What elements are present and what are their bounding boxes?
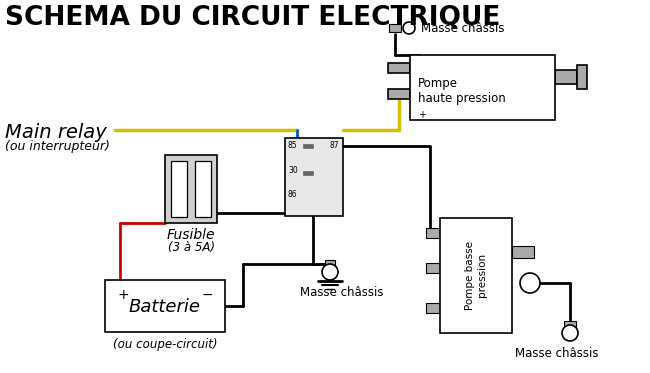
Text: SCHEMA DU CIRCUIT ELECTRIQUE: SCHEMA DU CIRCUIT ELECTRIQUE <box>5 5 500 31</box>
Text: (ou interrupteur): (ou interrupteur) <box>5 140 110 153</box>
Bar <box>426 228 440 238</box>
Bar <box>440 218 512 333</box>
Bar <box>303 171 313 175</box>
Bar <box>564 321 576 333</box>
Circle shape <box>322 264 338 280</box>
Text: Pompe
haute pression: Pompe haute pression <box>418 77 506 105</box>
Text: (3 à 5A): (3 à 5A) <box>168 241 215 254</box>
Text: Masse châssis: Masse châssis <box>300 286 384 299</box>
Bar <box>303 144 313 148</box>
Circle shape <box>403 22 415 34</box>
Text: Batterie: Batterie <box>129 298 201 316</box>
Bar <box>389 24 401 32</box>
Bar <box>388 63 410 73</box>
Bar <box>426 263 440 273</box>
Text: 87: 87 <box>330 141 339 150</box>
Text: 85: 85 <box>288 141 298 150</box>
Bar <box>165 155 217 223</box>
Bar <box>325 260 335 272</box>
Bar <box>285 138 343 216</box>
Circle shape <box>562 325 578 341</box>
Text: Masse châssis: Masse châssis <box>515 347 599 360</box>
Text: +: + <box>418 110 426 120</box>
Bar <box>105 280 225 332</box>
Bar <box>410 55 555 120</box>
Circle shape <box>520 273 540 293</box>
Text: 30: 30 <box>288 166 298 175</box>
Text: (ou coupe-circuit): (ou coupe-circuit) <box>112 338 217 351</box>
Bar <box>171 161 187 217</box>
Bar <box>426 303 440 313</box>
Text: Main relay: Main relay <box>5 123 107 142</box>
Text: −: − <box>202 288 213 302</box>
Bar <box>388 89 410 99</box>
Bar <box>555 70 577 84</box>
Text: Fusible: Fusible <box>167 228 215 242</box>
Bar <box>195 161 211 217</box>
Text: 86: 86 <box>288 190 298 199</box>
Text: Pompe basse
pression: Pompe basse pression <box>465 241 487 310</box>
Text: +: + <box>117 288 129 302</box>
Bar <box>577 65 587 89</box>
Bar <box>512 246 534 258</box>
Text: Masse châssis: Masse châssis <box>421 22 504 34</box>
